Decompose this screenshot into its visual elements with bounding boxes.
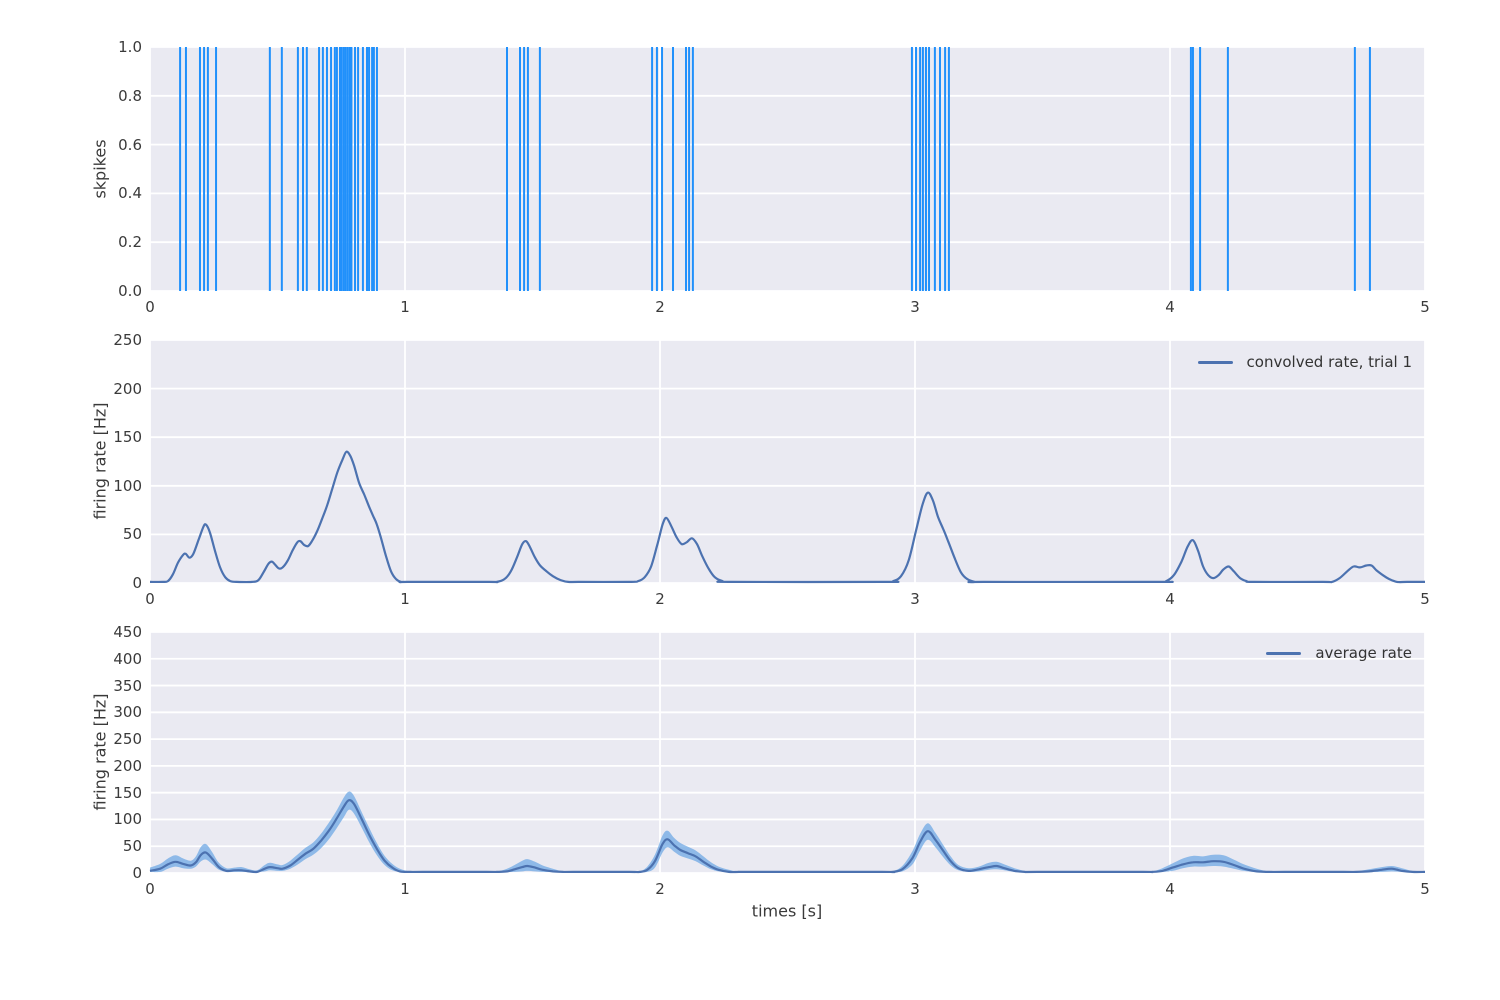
convolved-rate-plot: convolved rate, trial 1 xyxy=(149,339,1426,584)
y-tick-label: 100 xyxy=(113,810,142,829)
average-rate-plot: average rate xyxy=(149,631,1426,874)
x-axis-label-times: times [s] xyxy=(751,901,823,921)
y-tick-label: 0.4 xyxy=(118,184,142,203)
convolved-rate-canvas xyxy=(149,339,1426,584)
x-tick-label: 5 xyxy=(1420,590,1430,608)
y-tick-label: 250 xyxy=(113,730,142,749)
legend-line-sample-icon xyxy=(1266,651,1302,655)
legend-label: average rate xyxy=(1315,644,1412,662)
y-tick-label: 0.8 xyxy=(118,86,142,105)
y-tick-label: 150 xyxy=(113,428,142,447)
y-tick-label: 450 xyxy=(113,623,142,641)
legend-average-rate: average rate xyxy=(1266,644,1412,662)
x-tick-label: 5 xyxy=(1420,880,1430,898)
spike-raster-canvas xyxy=(149,46,1426,292)
legend-convolved-rate: convolved rate, trial 1 xyxy=(1197,353,1412,371)
average-rate-canvas xyxy=(149,631,1426,874)
x-tick-label: 2 xyxy=(655,590,665,608)
uncertainty-band xyxy=(150,791,1425,873)
y-tick-label: 150 xyxy=(113,783,142,802)
y-tick-label: 50 xyxy=(122,837,142,856)
rate-line xyxy=(149,450,1425,584)
y-tick-label: 0.0 xyxy=(118,282,142,300)
y-tick-label: 200 xyxy=(113,379,142,398)
y-tick-label: 200 xyxy=(113,756,142,775)
x-tick-label: 1 xyxy=(400,590,410,608)
spike-raster-plot xyxy=(149,46,1426,292)
y-axis-label-firing-rate-1: firing rate [Hz] xyxy=(90,402,110,520)
x-tick-label: 5 xyxy=(1420,298,1430,316)
x-tick-label: 4 xyxy=(1165,880,1175,898)
y-tick-label: 1.0 xyxy=(118,38,142,56)
legend-label: convolved rate, trial 1 xyxy=(1246,353,1412,371)
x-tick-label: 0 xyxy=(145,298,155,316)
x-tick-label: 4 xyxy=(1165,298,1175,316)
y-tick-label: 0.6 xyxy=(118,135,142,154)
x-tick-label: 1 xyxy=(400,880,410,898)
y-tick-label: 50 xyxy=(122,525,142,544)
y-tick-label: 0 xyxy=(132,574,142,592)
y-tick-label: 300 xyxy=(113,703,142,722)
x-tick-label: 0 xyxy=(145,590,155,608)
y-tick-label: 0.2 xyxy=(118,233,142,252)
y-tick-label: 100 xyxy=(113,476,142,495)
x-tick-label: 4 xyxy=(1165,590,1175,608)
y-tick-label: 0 xyxy=(132,864,142,882)
x-tick-label: 3 xyxy=(910,298,920,316)
rate-line xyxy=(149,798,1426,874)
y-tick-label: 350 xyxy=(113,676,142,695)
x-tick-label: 0 xyxy=(145,880,155,898)
x-tick-label: 3 xyxy=(910,880,920,898)
legend-line-sample-icon xyxy=(1197,360,1233,364)
x-tick-label: 2 xyxy=(655,880,665,898)
y-tick-label: 250 xyxy=(113,331,142,349)
x-tick-label: 1 xyxy=(400,298,410,316)
x-tick-label: 2 xyxy=(655,298,665,316)
x-tick-label: 3 xyxy=(910,590,920,608)
y-tick-label: 400 xyxy=(113,649,142,668)
